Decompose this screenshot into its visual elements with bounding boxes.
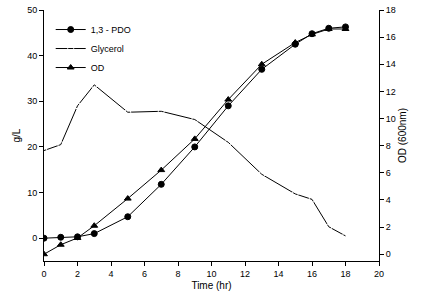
svg-text:10: 10 (206, 269, 216, 279)
svg-text:0: 0 (41, 269, 46, 279)
svg-text:8: 8 (175, 269, 180, 279)
svg-text:16: 16 (386, 32, 396, 42)
svg-text:10: 10 (27, 188, 37, 198)
svg-text:14: 14 (273, 269, 283, 279)
svg-text:g/L: g/L (11, 128, 22, 142)
svg-text:8: 8 (386, 141, 391, 151)
svg-text:12: 12 (386, 87, 396, 97)
svg-text:4: 4 (108, 269, 113, 279)
svg-text:20: 20 (374, 269, 384, 279)
svg-text:6: 6 (386, 168, 391, 178)
svg-text:40: 40 (27, 51, 37, 61)
svg-text:0: 0 (386, 249, 391, 259)
svg-text:14: 14 (386, 59, 396, 69)
svg-text:4: 4 (386, 195, 391, 205)
svg-text:18: 18 (340, 269, 350, 279)
svg-text:2: 2 (75, 269, 80, 279)
svg-text:12: 12 (240, 269, 250, 279)
svg-text:OD: OD (91, 63, 105, 73)
svg-text:16: 16 (307, 269, 317, 279)
svg-text:Time (hr): Time (hr) (191, 280, 231, 291)
svg-text:1,3 - PDO: 1,3 - PDO (91, 25, 131, 35)
svg-text:30: 30 (27, 96, 37, 106)
svg-text:6: 6 (142, 269, 147, 279)
svg-text:18: 18 (386, 5, 396, 15)
svg-text:0: 0 (32, 233, 37, 243)
svg-text:Glycerol: Glycerol (91, 44, 124, 54)
svg-text:2: 2 (386, 222, 391, 232)
svg-text:10: 10 (386, 114, 396, 124)
svg-text:20: 20 (27, 142, 37, 152)
svg-text:OD (600nm): OD (600nm) (397, 108, 408, 163)
svg-text:50: 50 (27, 5, 37, 15)
